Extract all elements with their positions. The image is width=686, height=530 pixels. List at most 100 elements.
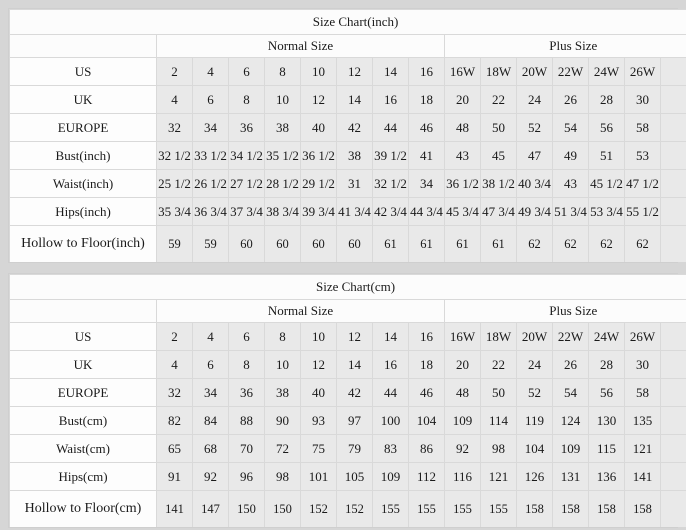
- cell: 58: [624, 113, 661, 142]
- cell: 124: [552, 406, 589, 435]
- cell: 104: [516, 434, 553, 463]
- cell: 136: [588, 462, 625, 491]
- cell: 18W: [480, 57, 517, 86]
- cell: 61: [444, 225, 481, 262]
- cell: 24: [516, 85, 553, 114]
- cell: 38 3/4: [264, 197, 301, 226]
- cell: 45 3/4: [444, 197, 481, 226]
- cell: 97: [336, 406, 373, 435]
- table-row: Hollow to Floor(inch) 59 59 60 60 60 60 …: [9, 225, 686, 262]
- row-label-hips: Hips(inch): [9, 197, 157, 226]
- cell: 22: [480, 85, 517, 114]
- table-row: US 2 4 6 8 10 12 14 16 16W 18W 20W 22W 2…: [9, 57, 686, 86]
- cell: 27 1/2: [228, 169, 265, 198]
- group-header-normal-size: Normal Size: [156, 299, 445, 323]
- cell: 16: [372, 85, 409, 114]
- cell: [659, 350, 686, 379]
- group-header-spacer: [9, 34, 157, 58]
- cell: 60: [264, 225, 301, 262]
- cell: 29 1/2: [300, 169, 337, 198]
- cell: [659, 57, 686, 86]
- cell: 49: [552, 141, 589, 170]
- cell: 4: [156, 85, 193, 114]
- cell: 43: [444, 141, 481, 170]
- cell: 14: [372, 57, 409, 86]
- cell: 62: [552, 225, 589, 262]
- cell: 43: [552, 169, 589, 198]
- cell: 28: [588, 350, 625, 379]
- cell: 46: [408, 378, 445, 407]
- table-row: Waist(inch) 25 1/2 26 1/2 27 1/2 28 1/2 …: [9, 169, 686, 198]
- cell: [659, 490, 686, 527]
- cell: 158: [624, 490, 661, 527]
- cell: 22: [480, 350, 517, 379]
- cell: 10: [264, 350, 301, 379]
- cell: 75: [300, 434, 337, 463]
- cell: 14: [336, 85, 373, 114]
- cell: 10: [300, 57, 337, 86]
- cell: 155: [444, 490, 481, 527]
- cell: 16: [408, 322, 445, 351]
- cell: 92: [192, 462, 229, 491]
- cell: 93: [300, 406, 337, 435]
- cell: 10: [300, 322, 337, 351]
- cell: 98: [480, 434, 517, 463]
- table-row: UK 4 6 8 10 12 14 16 18 20 22 24 26 28 3…: [9, 350, 686, 379]
- cell: 36 3/4: [192, 197, 229, 226]
- cell: 14: [372, 322, 409, 351]
- size-chart-inch-table: Size Chart(inch) Normal Size Plus Size U…: [8, 9, 686, 262]
- cell: 47 3/4: [480, 197, 517, 226]
- cell: 12: [336, 57, 373, 86]
- cell: 2: [156, 57, 193, 86]
- cell: 104: [408, 406, 445, 435]
- cell: 20W: [516, 322, 553, 351]
- cell: 114: [480, 406, 517, 435]
- row-label-bust: Bust(inch): [9, 141, 157, 170]
- cell: 24W: [588, 57, 625, 86]
- table-row: UK 4 6 8 10 12 14 16 18 20 22 24 26 28 3…: [9, 85, 686, 114]
- cell: [659, 434, 686, 463]
- cell: [659, 322, 686, 351]
- cell: 155: [408, 490, 445, 527]
- cell: 4: [156, 350, 193, 379]
- cell: 50: [480, 113, 517, 142]
- cell: 61: [480, 225, 517, 262]
- cell: 39 3/4: [300, 197, 337, 226]
- cell: [659, 141, 686, 170]
- cell: 33 1/2: [192, 141, 229, 170]
- cell: 51 3/4: [552, 197, 589, 226]
- cell: 16W: [444, 57, 481, 86]
- cell: 61: [408, 225, 445, 262]
- cell: 24: [516, 350, 553, 379]
- cell: 49 3/4: [516, 197, 553, 226]
- cell: 16: [408, 57, 445, 86]
- group-header-row: Normal Size Plus Size: [9, 34, 686, 58]
- cell: 36 1/2: [444, 169, 481, 198]
- cell: 88: [228, 406, 265, 435]
- cell: 82: [156, 406, 193, 435]
- cell: 61: [372, 225, 409, 262]
- cell: 12: [300, 85, 337, 114]
- cell: 36: [228, 378, 265, 407]
- group-header-plus-size: Plus Size: [443, 299, 686, 323]
- cell: 10: [264, 85, 301, 114]
- cell: 24W: [588, 322, 625, 351]
- cell: 44: [372, 378, 409, 407]
- cell: 56: [588, 113, 625, 142]
- cell: 26: [552, 350, 589, 379]
- cell: 40: [300, 113, 337, 142]
- cell: [659, 225, 686, 262]
- cell: 92: [444, 434, 481, 463]
- cell: 28: [588, 85, 625, 114]
- cell: 8: [228, 350, 265, 379]
- cell: 141: [156, 490, 193, 527]
- cell: 34: [192, 113, 229, 142]
- cell: 90: [264, 406, 301, 435]
- table-row: US 2 4 6 8 10 12 14 16 16W 18W 20W 22W 2…: [9, 322, 686, 351]
- cell: 37 3/4: [228, 197, 265, 226]
- cell: 4: [192, 57, 229, 86]
- cell: 60: [228, 225, 265, 262]
- table-row: Bust(inch) 32 1/2 33 1/2 34 1/2 35 1/2 3…: [9, 141, 686, 170]
- cell: 121: [624, 434, 661, 463]
